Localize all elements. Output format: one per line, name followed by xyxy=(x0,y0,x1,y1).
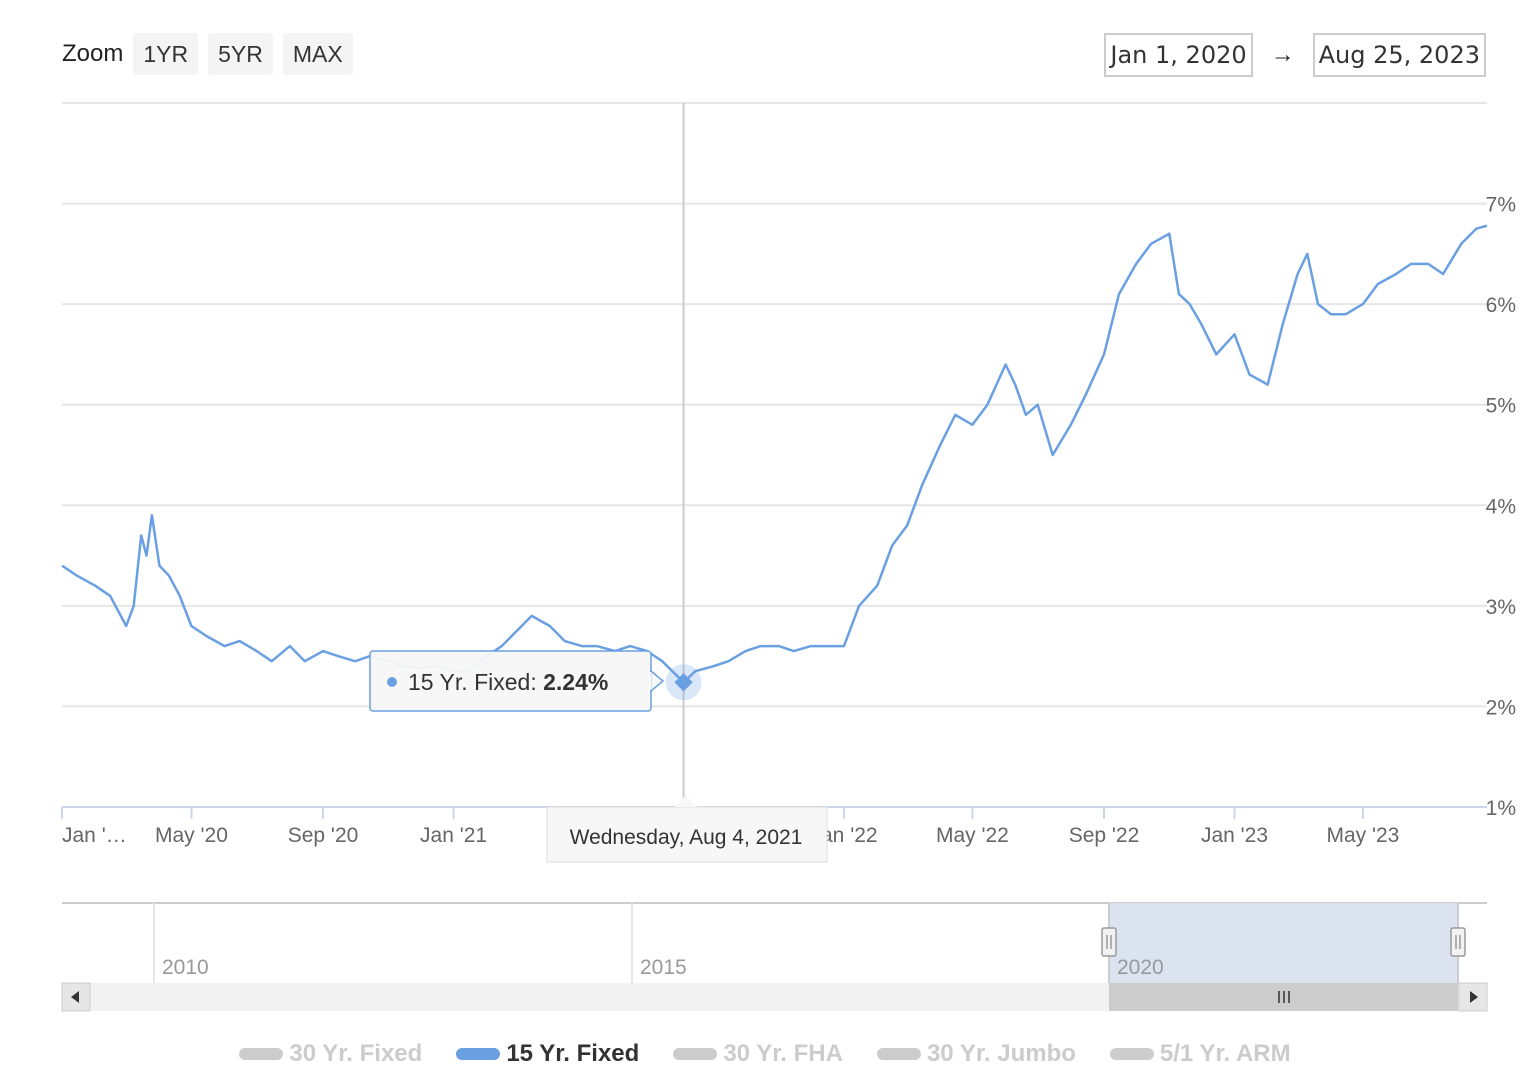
tooltip-value: 2.24% xyxy=(543,669,608,695)
navigator-label-2020: 2020 xyxy=(1117,956,1164,979)
scroll-left-button[interactable] xyxy=(61,982,91,1012)
tooltip-series-name: 15 Yr. Fixed xyxy=(408,669,530,695)
legend-item-30yr-jumbo[interactable]: 30 Yr. Jumbo xyxy=(876,1040,1076,1068)
legend-label: 5/1 Yr. ARM xyxy=(1159,1040,1291,1067)
tooltip: 15 Yr. Fixed: 2.24% xyxy=(369,650,665,712)
legend-label: 15 Yr. Fixed xyxy=(506,1040,640,1067)
legend-label: 30 Yr. Jumbo xyxy=(926,1040,1076,1067)
zoom-5yr-button[interactable]: 5YR xyxy=(208,33,273,75)
zoom-1yr-button[interactable]: 1YR xyxy=(133,33,199,75)
legend-item-30yr-fixed[interactable]: 30 Yr. Fixed xyxy=(239,1040,422,1068)
legend-swatch xyxy=(876,1048,921,1060)
tooltip-series-dot xyxy=(387,677,397,687)
y-tick-label: 5% xyxy=(1486,395,1516,418)
navigator: 2010 2015 2020 xyxy=(61,902,1488,1012)
range-arrow: → xyxy=(1270,41,1295,68)
zoom-max-button[interactable]: MAX xyxy=(282,33,353,75)
x-axis-ticks: Jan '… May '20 Sep '20 Jan '21 May '21 Sep '2… xyxy=(61,807,1399,847)
x-tick-label: May '20 xyxy=(155,824,228,847)
y-tick-label: 1% xyxy=(1486,797,1516,820)
series-line-15yr-fixed xyxy=(61,224,1488,684)
x-tick-label: Jan '21 xyxy=(420,824,487,847)
chevron-right-icon xyxy=(1470,991,1478,1003)
zoom-label: Zoom xyxy=(62,40,124,67)
hover-point-halo xyxy=(665,664,702,701)
legend: 30 Yr. Fixed 15 Yr. Fixed 30 Yr. FHA 30 … xyxy=(0,1040,1530,1068)
y-tick-label: 6% xyxy=(1486,294,1516,317)
y-tick-label: 7% xyxy=(1486,194,1516,217)
date-flag-text: Wednesday, Aug 4, 2021 xyxy=(570,826,803,849)
hover-point-marker[interactable] xyxy=(674,673,693,692)
y-tick-label: 3% xyxy=(1486,596,1516,619)
y-tick-label: 4% xyxy=(1486,495,1516,518)
chevron-left-icon xyxy=(71,991,79,1003)
x-tick-label: Jan '23 xyxy=(1201,824,1268,847)
legend-swatch xyxy=(1109,1048,1154,1060)
zoom-toolbar: Zoom 1YR 5YR MAX xyxy=(62,33,363,75)
navigator-label-2015: 2015 xyxy=(640,956,687,979)
x-tick-label: Sep '21 xyxy=(678,824,749,847)
y-tick-label: 2% xyxy=(1486,696,1516,719)
scrollbar-grip-icon xyxy=(1278,991,1290,1003)
legend-item-5-1yr-arm[interactable]: 5/1 Yr. ARM xyxy=(1109,1040,1291,1068)
date-flag: Wednesday, Aug 4, 2021 xyxy=(546,795,828,863)
svg-text:15 Yr. Fixed: 2.24%: 15 Yr. Fixed: 2.24% xyxy=(408,669,608,695)
scrollbar-thumb[interactable] xyxy=(1109,983,1458,1011)
x-tick-label: Sep '22 xyxy=(1069,824,1140,847)
legend-swatch xyxy=(239,1048,284,1060)
legend-label: 30 Yr. FHA xyxy=(723,1040,843,1067)
x-tick-label: Sep '20 xyxy=(288,824,359,847)
scrollbar-track[interactable] xyxy=(62,983,1487,1011)
navigator-selection[interactable] xyxy=(1109,903,1458,983)
x-tick-label: Jan '22 xyxy=(811,824,878,847)
navigator-right-handle[interactable] xyxy=(1450,927,1466,957)
legend-swatch xyxy=(673,1048,718,1060)
y-axis-ticks: 1% 2% 3% 4% 5% 6% 7% xyxy=(1486,194,1516,820)
range-from-input[interactable]: Jan 1, 2020 xyxy=(1104,33,1253,77)
range-to-input[interactable]: Aug 25, 2023 xyxy=(1312,33,1486,77)
scroll-right-button[interactable] xyxy=(1458,982,1488,1012)
legend-label: 30 Yr. Fixed xyxy=(289,1040,423,1067)
date-range: Jan 1, 2020 → Aug 25, 2023 xyxy=(1104,33,1486,77)
navigator-label-2010: 2010 xyxy=(162,956,209,979)
grid-lines xyxy=(62,202,1487,708)
x-tick-label: May '23 xyxy=(1326,824,1399,847)
x-tick-label: May '22 xyxy=(936,824,1009,847)
legend-item-30yr-fha[interactable]: 30 Yr. FHA xyxy=(673,1040,843,1068)
legend-item-15yr-fixed[interactable]: 15 Yr. Fixed xyxy=(456,1040,639,1068)
navigator-left-handle[interactable] xyxy=(1101,927,1117,957)
x-tick-label: May '21 xyxy=(545,824,618,847)
legend-swatch xyxy=(456,1048,501,1060)
x-tick-label: Jan '… xyxy=(62,824,127,847)
